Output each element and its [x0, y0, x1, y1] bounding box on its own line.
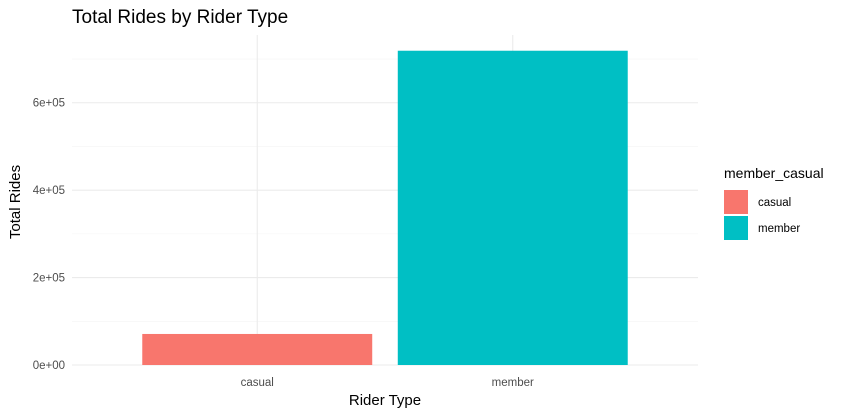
y-tick-label: 6e+05 — [33, 98, 65, 110]
chart-title: Total Rides by Rider Type — [72, 7, 288, 28]
legend-key-member — [724, 216, 748, 240]
legend: member_casual casual member — [724, 165, 824, 240]
bar-member — [398, 51, 628, 365]
y-axis-title: Total Rides — [7, 165, 24, 239]
legend-title: member_casual — [724, 165, 824, 181]
x-tick-label: member — [492, 377, 534, 389]
legend-entries: casual member — [724, 190, 800, 240]
x-tick-label: casual — [241, 377, 274, 389]
y-axis-ticks: 0e+00 2e+05 4e+05 6e+05 — [33, 98, 65, 372]
y-tick-label: 0e+00 — [33, 360, 65, 372]
bar-casual — [142, 334, 372, 365]
y-tick-label: 2e+05 — [33, 273, 65, 285]
legend-key-casual — [724, 190, 748, 214]
legend-label-member: member — [758, 223, 800, 235]
y-tick-label: 4e+05 — [33, 185, 65, 197]
x-axis-ticks: casual member — [241, 377, 534, 389]
legend-label-casual: casual — [758, 197, 791, 209]
bars — [142, 51, 627, 365]
x-axis-title: Rider Type — [349, 392, 421, 409]
